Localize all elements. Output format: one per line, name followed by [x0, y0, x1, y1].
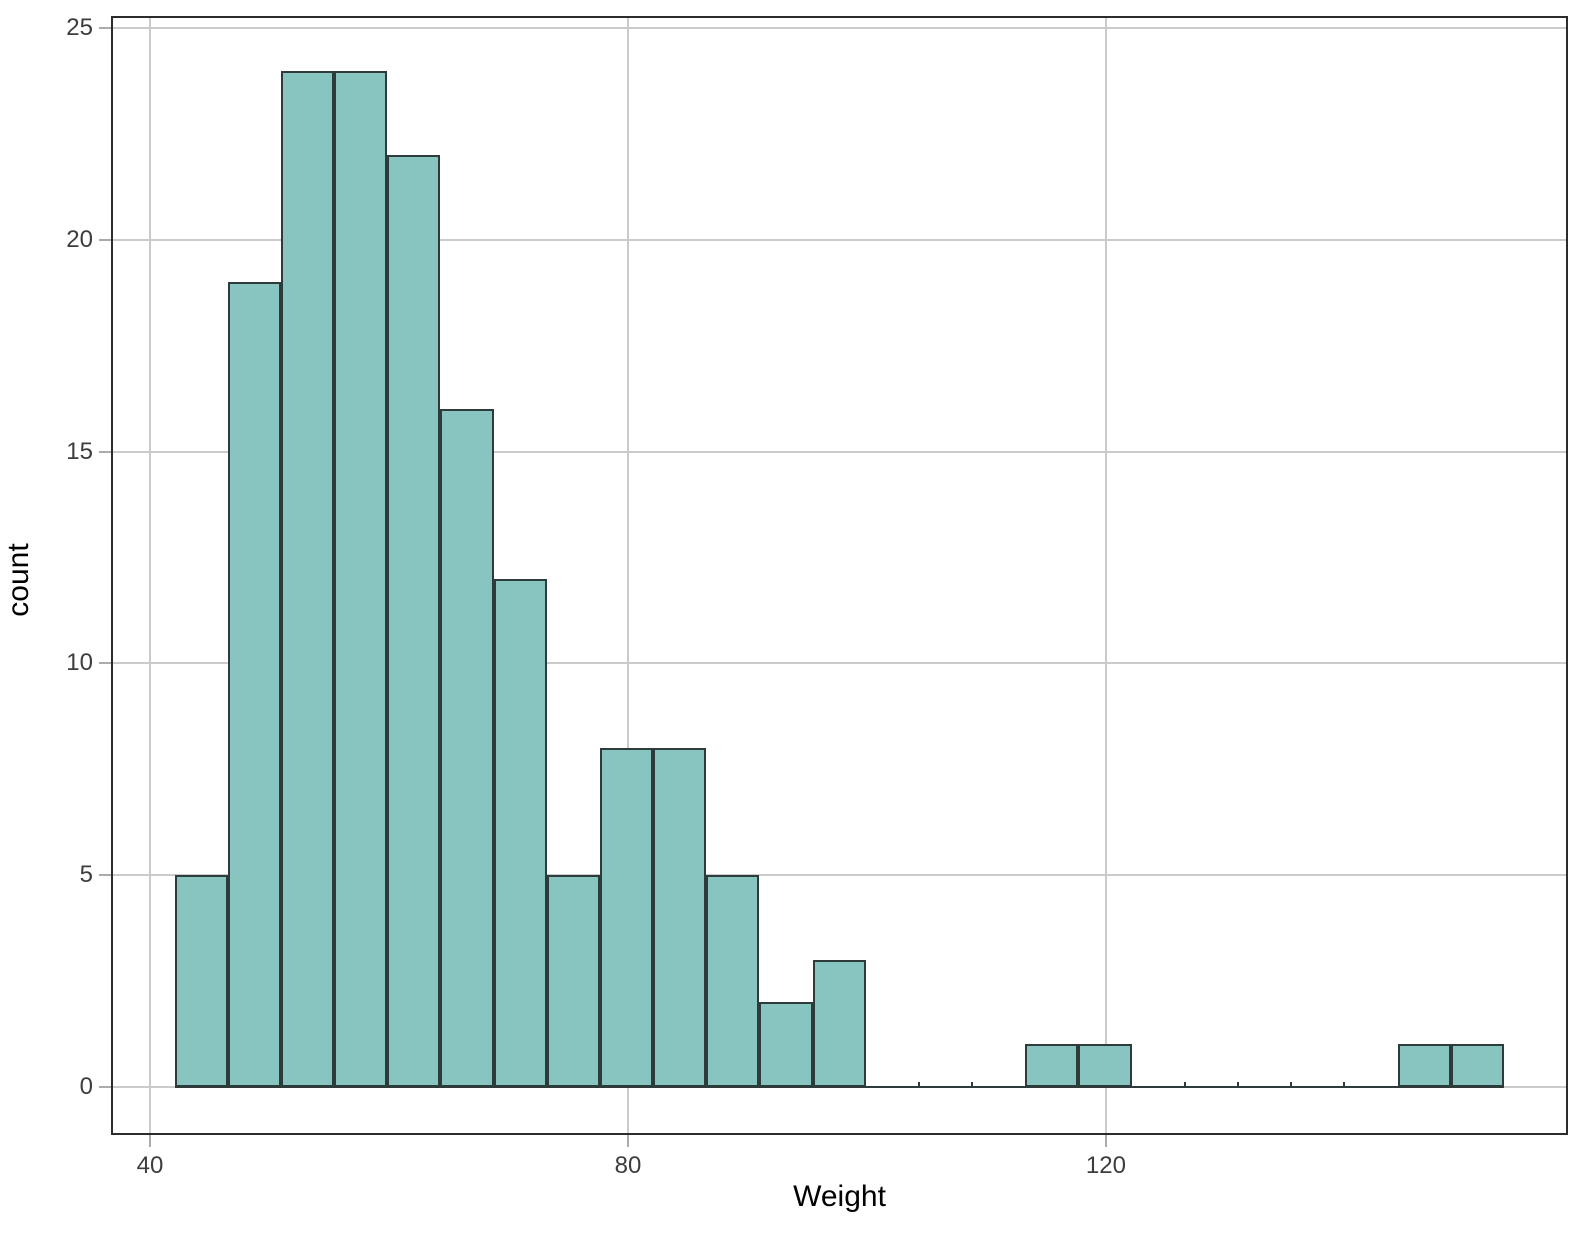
empty-bin-edge: [1236, 1081, 1239, 1087]
empty-bin-edge: [971, 1081, 974, 1087]
zero-count-baseline: [174, 1085, 1504, 1088]
y-tick-label: 15: [66, 437, 93, 465]
empty-bin-edge: [917, 1081, 920, 1087]
y-tick-mark: [99, 1085, 111, 1088]
x-axis-title: Weight: [793, 1180, 886, 1213]
y-tick-mark: [99, 450, 111, 453]
y-gridline: [113, 27, 1566, 30]
x-tick-label: 120: [1085, 1152, 1126, 1179]
y-tick-label: 0: [79, 1072, 93, 1100]
empty-bin-edge: [1343, 1081, 1346, 1087]
histogram-bar: [1078, 1044, 1132, 1087]
y-axis-title: count: [2, 543, 35, 617]
x-gridline: [627, 18, 629, 1133]
y-gridline: [113, 874, 1566, 877]
histogram-bar: [812, 959, 866, 1087]
empty-bin-edge: [1290, 1081, 1293, 1087]
histogram-bar: [1450, 1044, 1504, 1087]
y-tick-mark: [99, 662, 111, 665]
histogram-bar: [599, 748, 654, 1087]
histogram-bar: [493, 578, 547, 1087]
y-tick-label: 10: [66, 649, 93, 677]
histogram-bar: [759, 1002, 813, 1087]
histogram-bar: [280, 70, 335, 1087]
histogram-bar: [546, 875, 600, 1087]
x-tick-mark: [149, 1135, 152, 1147]
histogram-bar: [387, 155, 441, 1087]
histogram-bar: [440, 409, 494, 1087]
histogram-bar: [227, 282, 281, 1087]
x-gridline: [149, 18, 152, 1133]
histogram-bar: [706, 875, 760, 1087]
x-tick-label: 80: [614, 1152, 642, 1179]
x-gridline: [1104, 18, 1107, 1133]
y-gridline: [113, 450, 1566, 453]
plot-panel: [111, 16, 1568, 1135]
y-tick-label: 25: [66, 14, 93, 42]
y-tick-label: 5: [79, 861, 93, 889]
histogram-bar: [174, 875, 228, 1087]
x-tick-mark: [627, 1135, 629, 1147]
histogram-bar: [1025, 1044, 1079, 1087]
y-gridline: [113, 662, 1566, 665]
y-tick-mark: [99, 874, 111, 877]
empty-bin-edge: [1183, 1081, 1186, 1087]
x-tick-mark: [1104, 1135, 1107, 1147]
histogram-bar: [653, 748, 707, 1087]
y-tick-mark: [99, 238, 111, 241]
y-tick-label: 20: [66, 225, 93, 253]
histogram-bar: [334, 70, 388, 1087]
y-tick-mark: [99, 27, 111, 30]
y-gridline: [113, 238, 1566, 241]
x-tick-label: 40: [136, 1152, 164, 1179]
histogram-bar: [1397, 1044, 1451, 1087]
